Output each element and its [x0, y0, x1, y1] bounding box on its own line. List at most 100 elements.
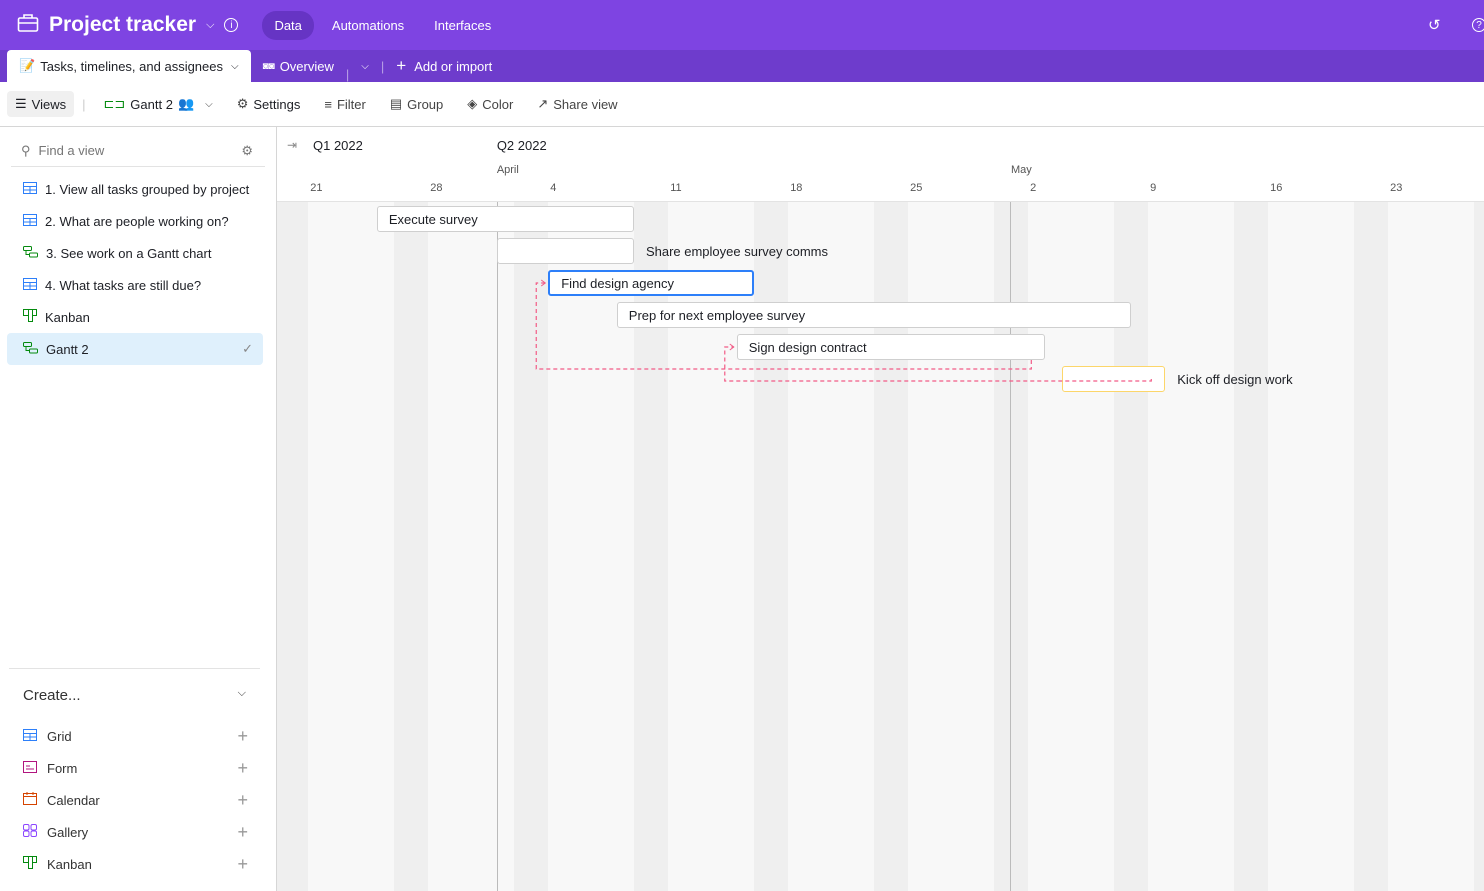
dependency-lines [535, 279, 1152, 382]
create-item-grid[interactable]: Grid + [9, 720, 260, 752]
find-view-search[interactable]: ⚲⚙ [11, 135, 265, 167]
divider: | [82, 96, 86, 112]
weekend-column [291, 202, 309, 891]
create-item-calendar[interactable]: Calendar + [9, 784, 260, 816]
info-icon[interactable]: i [224, 18, 239, 32]
task-name: Share employee survey comms [645, 243, 829, 259]
sidebar-view-item[interactable]: Gantt 2 ✓ [7, 333, 263, 365]
day-column [1268, 202, 1286, 891]
view-label: Gantt 2 [46, 341, 89, 357]
tab-label: Overview [279, 58, 334, 74]
day-column [445, 202, 464, 891]
add-or-import-button[interactable]: + Add or import [384, 50, 504, 82]
week-label: 23 [1390, 182, 1403, 194]
weekend-column [633, 202, 652, 891]
view-label: 4. What tasks are still due? [45, 277, 202, 293]
day-column [1285, 202, 1303, 891]
overview-icon: ◙◙ [262, 60, 275, 72]
task-bar[interactable] [1062, 366, 1166, 392]
today-line [1010, 202, 1012, 891]
plus-icon[interactable]: + [237, 725, 248, 746]
week-label: 9 [1150, 182, 1157, 194]
sidebar-view-item[interactable]: 4. What tasks are still due? [7, 269, 263, 301]
sidebar-view-item[interactable]: 2. What are people working on? [7, 205, 263, 237]
views-sidebar: ⚲⚙ 1. View all tasks grouped by project2… [0, 127, 277, 891]
view-switcher[interactable]: ⊏⊐ Gantt 2 👥 ⌵ [96, 91, 221, 117]
weekend-column [1250, 202, 1269, 891]
task-bar[interactable]: Find design agency [548, 270, 754, 296]
nav-data[interactable]: Data [262, 10, 314, 40]
divider: | [345, 67, 350, 82]
kanban-icon [23, 856, 37, 872]
weekend-column [1370, 202, 1389, 891]
filter-button[interactable]: ≡ Filter [316, 92, 373, 117]
create-label: Create... [23, 687, 81, 704]
day-column [616, 202, 635, 891]
day-column [1388, 202, 1406, 891]
create-item-form[interactable]: Form + [9, 752, 260, 784]
quarter-divider [496, 202, 498, 891]
task-name: Sign design contract [748, 339, 867, 355]
table-icon: 📝 [19, 58, 36, 73]
views-button[interactable]: ☰ Views [7, 91, 75, 117]
gantt-icon [23, 245, 38, 261]
task-name: Kick off design work [1177, 371, 1293, 387]
collapse-icon[interactable]: ⇥ [287, 138, 298, 152]
day-column [1216, 202, 1235, 891]
sidebar-view-item[interactable]: 1. View all tasks grouped by project [7, 173, 263, 205]
find-view-input[interactable] [38, 143, 209, 158]
quarter-label: Q1 2022 [313, 138, 363, 153]
share-view-button[interactable]: ↗ Share view [529, 91, 625, 117]
week-label: 16 [1270, 182, 1283, 194]
day-column [1182, 202, 1201, 891]
chevron-down-icon: ⌵ [237, 687, 246, 699]
create-label: Calendar [47, 792, 100, 808]
day-column [308, 202, 326, 891]
share-icon: ↗ [537, 96, 549, 111]
task-bar[interactable]: Sign design contract [736, 334, 1046, 360]
day-column [702, 202, 721, 891]
sidebar-view-item[interactable]: Kanban [7, 301, 263, 333]
task-bar[interactable] [496, 238, 634, 264]
chevron-down-icon[interactable]: ⌵ [206, 18, 215, 31]
sidebar-view-item[interactable]: 3. See work on a Gantt chart [7, 237, 263, 269]
week-label: 28 [430, 182, 443, 194]
day-column [1028, 202, 1046, 891]
create-label: Grid [47, 728, 72, 744]
group-button[interactable]: ▤ Group [382, 91, 451, 117]
kanban-icon [23, 309, 37, 325]
day-column [719, 202, 738, 891]
create-header[interactable]: Create... ⌵ [9, 669, 260, 718]
weekend-column [513, 202, 532, 891]
task-bar[interactable]: Execute survey [376, 206, 634, 232]
tab-tasks[interactable]: 📝 Tasks, timelines, and assignees ⌵ [7, 50, 251, 82]
plus-icon[interactable]: + [237, 757, 248, 778]
weekend-column [1353, 202, 1372, 891]
gear-icon[interactable]: ⚙ [241, 142, 253, 158]
task-bar[interactable]: Prep for next employee survey [616, 302, 1131, 328]
arrow-icon [540, 279, 547, 287]
chevron-down-icon: ⌵ [361, 60, 369, 72]
nav-automations[interactable]: Automations [331, 17, 405, 33]
create-item-kanban[interactable]: Kanban + [9, 848, 260, 880]
app-title[interactable]: Project tracker [49, 13, 197, 36]
filter-label: Filter [336, 96, 366, 112]
weekend-column [891, 202, 909, 891]
help-icon[interactable]: ? [1472, 18, 1484, 32]
settings-button[interactable]: ⚙ Settings [229, 91, 309, 117]
plus-icon[interactable]: + [237, 853, 248, 874]
more-tables-button[interactable]: ⌵ [349, 50, 381, 82]
day-column [582, 202, 601, 891]
tab-overview[interactable]: ◙◙ Overview [251, 50, 346, 82]
history-icon[interactable]: ↺ [1428, 17, 1441, 34]
create-item-gallery[interactable]: Gallery + [9, 816, 260, 848]
color-button[interactable]: ◈ Color [459, 91, 521, 117]
timeline-header: ⇥ Q1 2022 Q2 2022 April May 21 28 4 11 18 25 2 9 16 2… [277, 127, 1484, 202]
grid-icon [23, 277, 37, 293]
view-label: Kanban [45, 309, 90, 325]
plus-icon[interactable]: + [237, 821, 248, 842]
weekend-column [753, 202, 772, 891]
chevron-down-icon[interactable]: ⌵ [231, 60, 239, 72]
nav-interfaces[interactable]: Interfaces [434, 17, 492, 33]
plus-icon[interactable]: + [237, 789, 248, 810]
